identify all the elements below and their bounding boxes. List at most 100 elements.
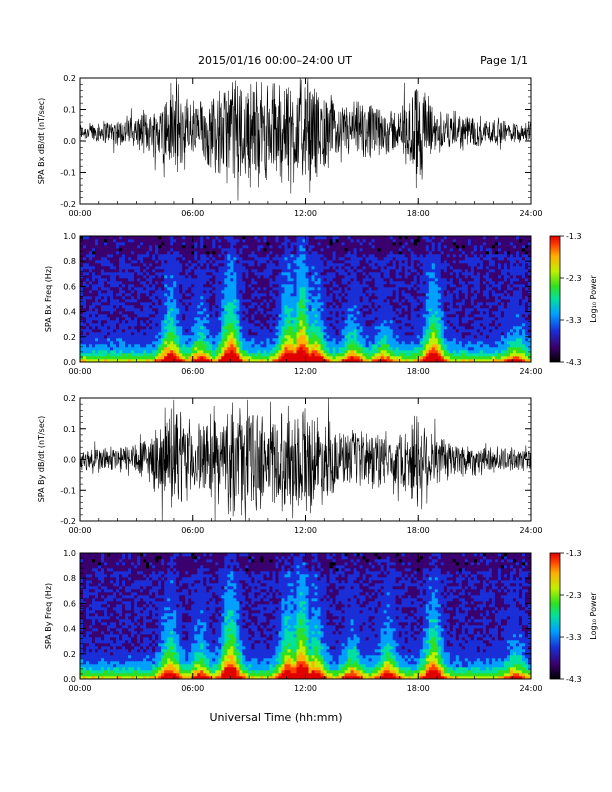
spectrogram-cell bbox=[290, 275, 294, 279]
spectrogram-cell bbox=[299, 338, 303, 342]
spectrogram-cell bbox=[284, 350, 288, 354]
spectrogram-cell bbox=[95, 311, 99, 315]
spectrogram-cell bbox=[92, 302, 96, 306]
spectrogram-cell bbox=[305, 305, 309, 309]
spectrogram-cell bbox=[419, 293, 424, 297]
spectrogram-cell bbox=[353, 293, 357, 297]
spectrogram-cell bbox=[116, 299, 120, 303]
spectrogram-cell bbox=[287, 314, 291, 318]
spectrogram-cell bbox=[182, 272, 186, 276]
spectrogram-cell bbox=[314, 308, 318, 312]
spectrogram-cell bbox=[395, 251, 400, 255]
spectrogram-cell bbox=[401, 320, 406, 324]
spectrogram-cell bbox=[161, 344, 165, 348]
spectrogram-cell bbox=[422, 305, 427, 309]
spectrogram-cell bbox=[230, 350, 234, 354]
spectrogram-cell bbox=[272, 266, 276, 270]
spectrogram-cell bbox=[167, 263, 171, 267]
spectrogram-cell bbox=[320, 326, 324, 330]
spectrogram-cell bbox=[410, 251, 415, 255]
spectrogram-cell bbox=[425, 329, 430, 333]
spectrogram-cell bbox=[86, 284, 90, 288]
spectrogram-cell bbox=[269, 314, 273, 318]
spectrogram-cell bbox=[80, 242, 84, 246]
spectrogram-cell bbox=[362, 293, 366, 297]
spectrogram-cell bbox=[218, 314, 222, 318]
spectrogram-cell bbox=[380, 287, 384, 291]
spectrogram-cell bbox=[299, 326, 303, 330]
spectrogram-cell bbox=[305, 341, 309, 345]
spectrogram-cell bbox=[302, 329, 306, 333]
spectrogram-cell bbox=[95, 275, 99, 279]
spectrogram-cell bbox=[317, 359, 321, 363]
spectrogram-cell bbox=[353, 296, 357, 300]
spectrogram-cell bbox=[203, 338, 207, 342]
spectrogram-cell bbox=[131, 284, 135, 288]
spectrogram-cell bbox=[329, 335, 333, 339]
spectrogram-cell bbox=[275, 359, 279, 363]
spectrogram-cell bbox=[290, 299, 294, 303]
spectrogram-cell bbox=[101, 260, 105, 264]
spectrogram-cell bbox=[239, 356, 243, 360]
spectrogram-cell bbox=[257, 254, 261, 258]
spectrogram-cell bbox=[179, 332, 183, 336]
spectrogram-cell bbox=[104, 335, 108, 339]
spectrogram-cell bbox=[143, 356, 147, 360]
spectrogram-cell bbox=[200, 242, 204, 246]
spectrogram-cell bbox=[158, 353, 162, 357]
spectrogram-cell bbox=[422, 311, 427, 315]
spectrogram-cell bbox=[155, 305, 159, 309]
spectrogram-cell bbox=[410, 311, 415, 315]
spectrogram-cell bbox=[260, 353, 264, 357]
spectrogram-cell bbox=[362, 242, 366, 246]
spectrogram-cell bbox=[98, 347, 102, 351]
spectrogram-cell bbox=[374, 338, 378, 342]
spectrogram-cell bbox=[239, 257, 243, 261]
spectrogram-cell bbox=[239, 236, 243, 240]
y-tick-label: -0.2 bbox=[60, 200, 76, 209]
spectrogram-cell bbox=[173, 308, 177, 312]
spectrogram-cell bbox=[149, 314, 153, 318]
spectrogram-cell bbox=[317, 314, 321, 318]
spectrogram-cell bbox=[242, 275, 246, 279]
spectrogram-cell bbox=[119, 305, 123, 309]
spectrogram-cell bbox=[248, 257, 252, 261]
spectrogram-cell bbox=[212, 239, 216, 243]
spectrogram-cell bbox=[143, 293, 147, 297]
spectrogram-cell bbox=[293, 311, 297, 315]
spectrogram-cell bbox=[179, 260, 183, 264]
spectrogram-cell bbox=[317, 248, 321, 252]
spectrogram-cell bbox=[203, 317, 207, 321]
spectrogram-cell bbox=[323, 317, 327, 321]
spectrogram-cell bbox=[422, 317, 427, 321]
spectrogram-cell bbox=[299, 323, 303, 327]
spectrogram-cell bbox=[314, 296, 318, 300]
spectrogram-cell bbox=[149, 281, 153, 285]
spectrogram-cell bbox=[314, 356, 318, 360]
spectrogram-cell bbox=[425, 242, 430, 246]
spectrogram-cell bbox=[317, 308, 321, 312]
spectrogram-cell bbox=[248, 338, 252, 342]
spectrogram-cell bbox=[386, 356, 390, 360]
spectrogram-cell bbox=[110, 269, 114, 273]
spectrogram-cell bbox=[353, 272, 357, 276]
spectrogram-cell bbox=[257, 275, 261, 279]
spectrogram-cell bbox=[425, 251, 430, 255]
spectrogram-cell bbox=[248, 266, 252, 270]
spectrogram-cell bbox=[386, 251, 390, 255]
spectrogram-cell bbox=[371, 260, 375, 264]
spectrogram-cell bbox=[98, 311, 102, 315]
spectrogram-cell bbox=[338, 329, 342, 333]
spectrogram-cell bbox=[236, 236, 240, 240]
spectrogram-cell bbox=[185, 272, 189, 276]
spectrogram-cell bbox=[302, 290, 306, 294]
spectrogram-cell bbox=[263, 326, 267, 330]
spectrogram-cell bbox=[200, 323, 204, 327]
spectrogram-cell bbox=[269, 329, 273, 333]
spectrogram-cell bbox=[95, 314, 99, 318]
spectrogram-cell bbox=[221, 284, 225, 288]
spectrogram-cell bbox=[374, 290, 378, 294]
spectrogram-cell bbox=[101, 278, 105, 282]
spectrogram-cell bbox=[161, 278, 165, 282]
spectrogram-cell bbox=[296, 287, 300, 291]
